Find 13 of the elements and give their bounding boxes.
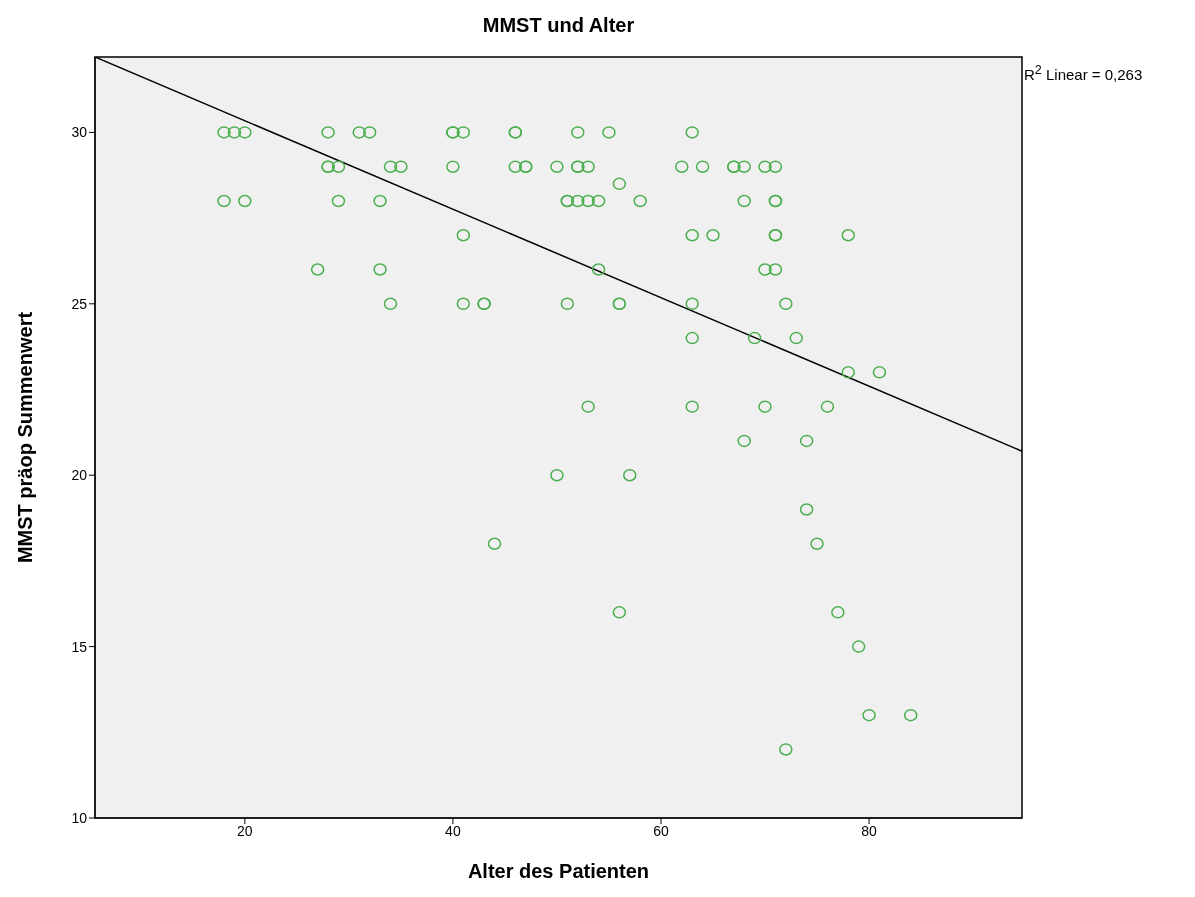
y-tick-label: 25 [71,295,88,312]
y-tick-label: 10 [71,809,88,826]
x-tick-label: 60 [653,822,669,839]
y-tick-label: 20 [71,467,88,484]
x-tick-label: 40 [445,822,461,839]
chart-title: MMST und Alter [481,14,636,37]
y-axis-title: MMST präop Summenwert [14,311,37,564]
x-axis-title: Alter des Patienten [467,860,650,882]
x-tick-label: 80 [861,822,878,839]
y-tick-label: 15 [71,638,88,655]
text: R$^{2}$ Linear = 0,263 [1024,63,1143,83]
x-tick-label: 20 [237,822,253,839]
y-tick-label: 30 [71,124,88,141]
